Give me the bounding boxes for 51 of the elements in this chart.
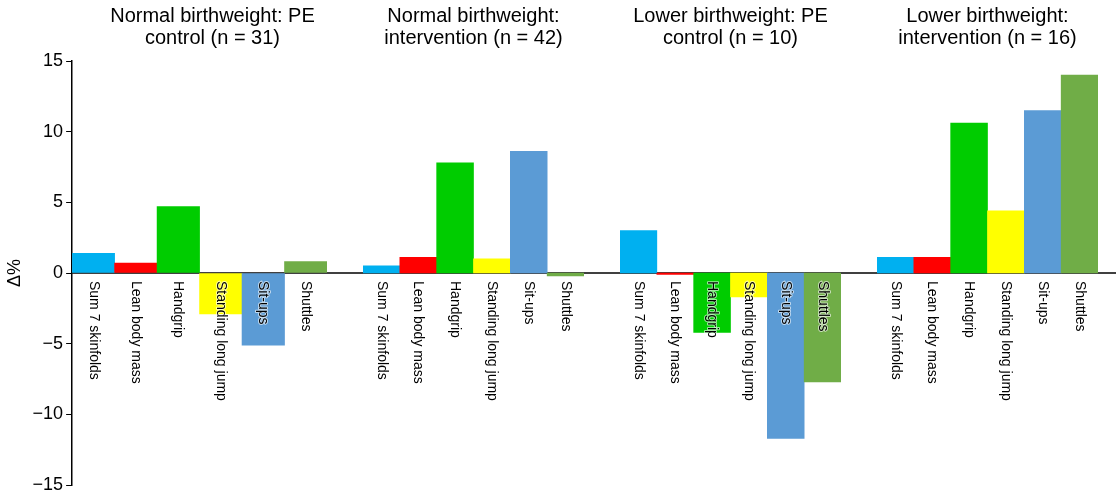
x-tick-label: Standing long jump <box>999 281 1016 402</box>
y-tick-label: 5 <box>53 191 64 212</box>
y-tick-label: −15 <box>32 473 64 494</box>
x-tick-label: Standing long jump <box>485 281 502 402</box>
bar <box>877 257 915 274</box>
bar <box>436 162 474 274</box>
bar <box>913 257 951 274</box>
x-tick-label: Standing long jump <box>213 281 230 402</box>
bar <box>987 210 1025 274</box>
y-tick-label: 0 <box>53 261 64 282</box>
x-tick-label: Lean body mass <box>128 281 145 384</box>
y-tick-label: 15 <box>43 49 64 70</box>
x-tick-label: Lean body mass <box>411 281 428 384</box>
x-tick-label: Sit-ups <box>256 281 273 325</box>
x-tick-label: Shuttles <box>298 281 315 332</box>
x-tick-label: Sum 7 skinfolds <box>631 281 648 380</box>
y-tick-label: 10 <box>43 120 64 141</box>
x-tick-label: Handgrip <box>962 281 979 339</box>
x-tick-label: Standing long jump <box>742 281 759 402</box>
x-tick-label: Lean body mass <box>668 281 685 384</box>
x-tick-label: Sum 7 skinfolds <box>374 281 391 380</box>
x-tick-label: Sum 7 skinfolds <box>888 281 905 380</box>
x-tick-label: Shuttles <box>815 281 832 332</box>
x-tick-label: Shuttles <box>558 281 575 332</box>
y-tick-label: −5 <box>42 332 64 353</box>
x-tick-label: Handgrip <box>171 281 188 339</box>
x-tick-label: Handgrip <box>705 281 722 339</box>
chart-title: Normal birthweight: PE control (n = 31) <box>109 4 316 48</box>
bar <box>72 252 115 273</box>
bar <box>363 265 401 274</box>
bar <box>1024 110 1062 274</box>
x-tick-label: Sit-ups <box>1035 281 1052 325</box>
x-tick-label: Shuttles <box>1072 281 1089 332</box>
chart-title: Lower birthweight: intervention (n = 16) <box>897 4 1078 48</box>
x-tick-label: Sum 7 skinfolds <box>86 281 103 380</box>
x-tick-label: Sit-ups <box>778 281 795 325</box>
bar <box>284 261 327 273</box>
x-tick-label: Lean body mass <box>925 281 942 384</box>
bar <box>510 151 548 274</box>
x-tick-label: Handgrip <box>448 281 465 339</box>
bar <box>156 206 200 273</box>
chart-title: Lower birthweight: PE control (n = 10) <box>632 4 829 48</box>
chart-title: Normal birthweight: intervention (n = 42) <box>383 4 564 48</box>
y-axis-title: Δ% <box>3 258 24 288</box>
bar <box>399 257 437 274</box>
bar <box>114 262 158 273</box>
bar <box>950 122 988 274</box>
bar <box>1060 74 1098 274</box>
y-tick-label: −10 <box>32 403 64 424</box>
bar <box>473 258 511 274</box>
x-tick-label: Sit-ups <box>521 281 538 325</box>
